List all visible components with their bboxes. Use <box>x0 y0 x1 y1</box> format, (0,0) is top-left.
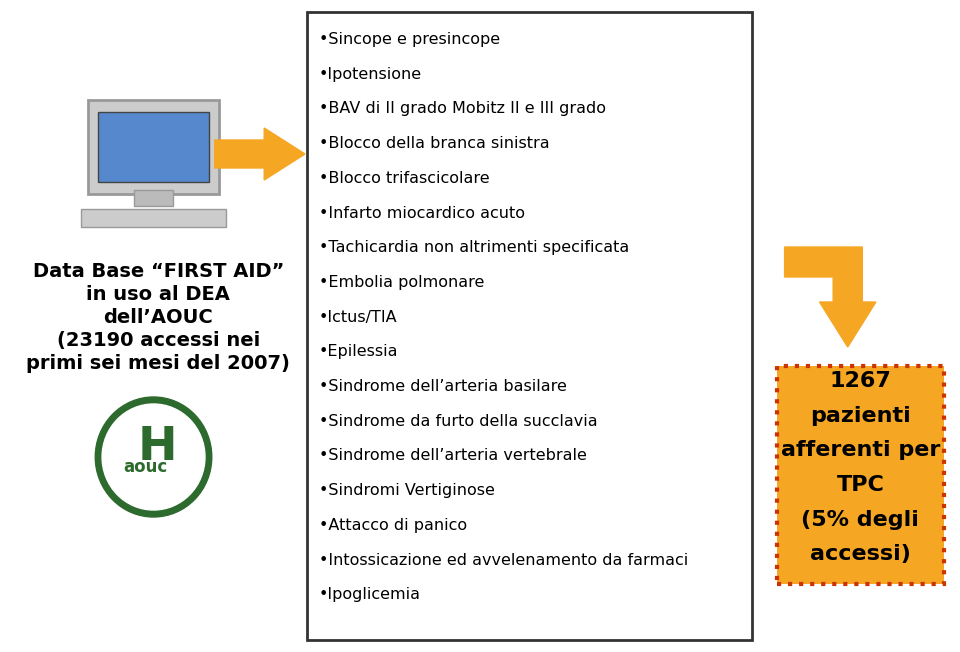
Text: (23190 accessi nei: (23190 accessi nei <box>57 331 260 350</box>
Text: •Ipoglicemia: •Ipoglicemia <box>319 587 420 602</box>
Polygon shape <box>215 128 305 180</box>
FancyBboxPatch shape <box>777 366 944 584</box>
Text: afferenti per: afferenti per <box>780 440 940 460</box>
Text: •Blocco della branca sinistra: •Blocco della branca sinistra <box>319 136 549 151</box>
Text: •Ictus/TIA: •Ictus/TIA <box>319 310 397 325</box>
Text: •Tachicardia non altrimenti specificata: •Tachicardia non altrimenti specificata <box>319 240 629 255</box>
Circle shape <box>102 404 205 510</box>
Text: dell’AOUC: dell’AOUC <box>104 308 213 327</box>
Text: •Epilessia: •Epilessia <box>319 344 398 359</box>
FancyBboxPatch shape <box>134 190 173 206</box>
FancyBboxPatch shape <box>88 100 219 194</box>
Text: in uso al DEA: in uso al DEA <box>86 285 230 304</box>
Text: (5% degli: (5% degli <box>802 510 920 529</box>
Text: •Ipotensione: •Ipotensione <box>319 67 421 82</box>
Text: primi sei mesi del 2007): primi sei mesi del 2007) <box>27 354 290 373</box>
Text: H: H <box>137 424 178 469</box>
Text: Data Base “FIRST AID”: Data Base “FIRST AID” <box>33 262 284 281</box>
Text: •Sindrome dell’arteria vertebrale: •Sindrome dell’arteria vertebrale <box>319 449 587 464</box>
Polygon shape <box>784 247 876 347</box>
Text: •Sindromi Vertiginose: •Sindromi Vertiginose <box>319 483 494 498</box>
Text: accessi): accessi) <box>810 544 911 564</box>
Text: •Blocco trifascicolare: •Blocco trifascicolare <box>319 171 490 186</box>
FancyBboxPatch shape <box>98 112 209 182</box>
Circle shape <box>95 397 212 517</box>
Text: •BAV di II grado Mobitz II e III grado: •BAV di II grado Mobitz II e III grado <box>319 102 606 117</box>
Text: •Embolia polmonare: •Embolia polmonare <box>319 275 484 290</box>
Text: •Sincope e presincope: •Sincope e presincope <box>319 32 500 47</box>
Text: aouc: aouc <box>124 458 168 476</box>
Text: •Sindrome dell’arteria basilare: •Sindrome dell’arteria basilare <box>319 379 566 394</box>
Text: •Intossicazione ed avvelenamento da farmaci: •Intossicazione ed avvelenamento da farm… <box>319 553 687 568</box>
Text: •Attacco di panico: •Attacco di panico <box>319 518 467 533</box>
Text: •Infarto miocardico acuto: •Infarto miocardico acuto <box>319 205 524 220</box>
FancyBboxPatch shape <box>81 209 227 227</box>
FancyBboxPatch shape <box>307 12 752 640</box>
Text: 1267: 1267 <box>829 371 891 391</box>
Text: pazienti: pazienti <box>810 406 911 426</box>
Text: TPC: TPC <box>836 475 884 495</box>
Text: •Sindrome da furto della succlavia: •Sindrome da furto della succlavia <box>319 414 597 429</box>
